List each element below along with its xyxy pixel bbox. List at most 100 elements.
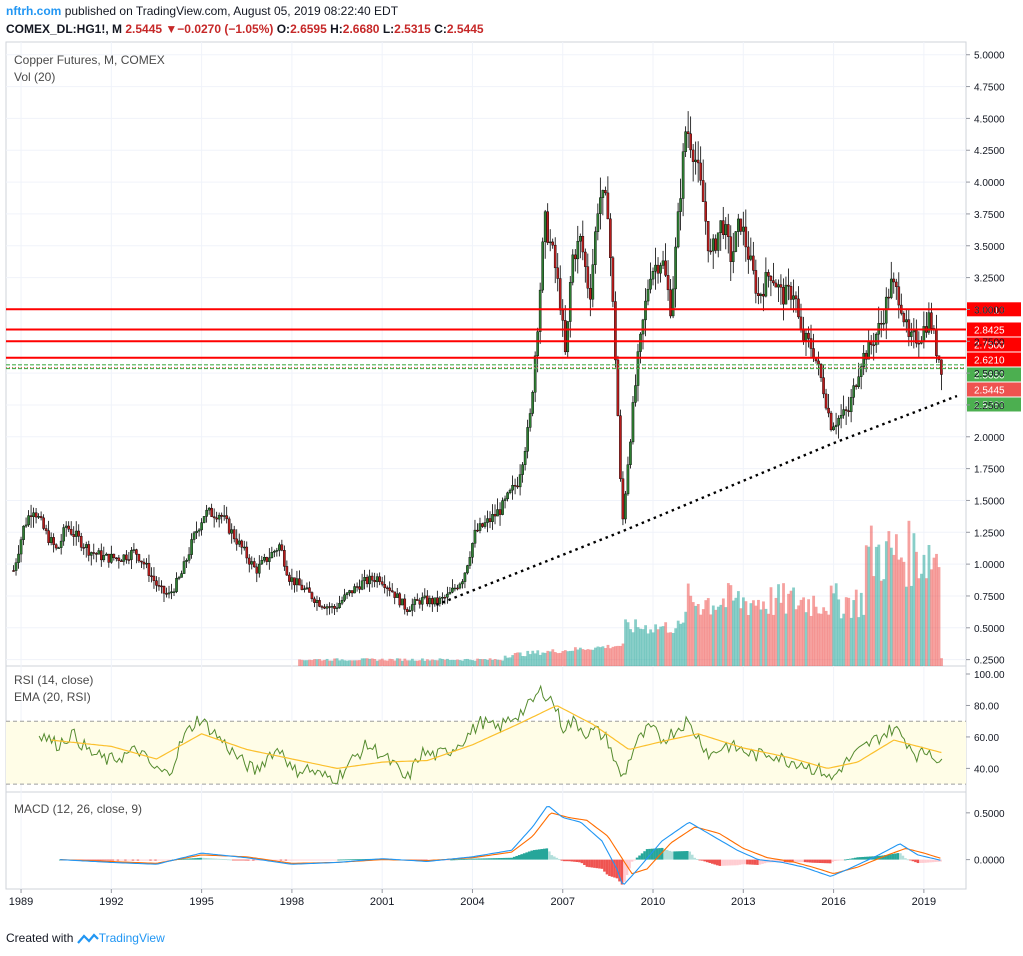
trendline[interactable] <box>435 394 958 606</box>
macd-histogram-bar <box>252 859 255 861</box>
macd-histogram-bar <box>603 859 606 872</box>
volume-bar <box>428 660 432 666</box>
candle-body <box>679 198 682 212</box>
candle-body <box>847 410 850 413</box>
macd-histogram-bar <box>843 859 847 861</box>
candle-body <box>300 584 304 590</box>
candle-body <box>501 500 504 515</box>
volume-bar <box>375 660 379 666</box>
macd-histogram-bar <box>625 859 629 876</box>
candle-body <box>165 593 168 595</box>
macd-histogram-bar <box>924 859 927 863</box>
dotted-trendline <box>435 394 958 606</box>
volume-bar <box>676 620 680 666</box>
macd-histogram-bar <box>793 859 797 863</box>
candle-body <box>787 284 790 287</box>
candle-body <box>160 585 163 588</box>
candle-body <box>626 464 630 495</box>
macd-histogram-bar <box>477 858 481 860</box>
macd-histogram-bar <box>909 859 912 861</box>
footer: Created with TradingView <box>6 931 165 945</box>
level-label-bg <box>967 367 1021 382</box>
candle-body <box>729 236 733 262</box>
time-tick-label: 2013 <box>731 896 755 908</box>
macd-histogram-bar <box>327 859 330 861</box>
chart-canvas[interactable]: 3.0010 2.8425 2.7500 2.6210 2.5650 2.5445 2.53… <box>0 40 1023 920</box>
price-tick-label: 3.0000 <box>974 305 1005 316</box>
volume-bar <box>832 593 836 666</box>
macd-histogram-bar <box>302 859 305 861</box>
macd-histogram-bar <box>688 851 692 860</box>
macd-histogram-bar <box>736 859 739 866</box>
volume-bar <box>747 614 750 666</box>
candle-body <box>44 528 48 531</box>
volume-bar <box>734 597 738 666</box>
candle-body <box>481 523 484 527</box>
candle-body <box>799 316 803 331</box>
candle-body <box>268 557 271 562</box>
macd-histogram-bar <box>705 859 709 863</box>
volume-bar <box>400 660 404 666</box>
candle-body <box>318 600 321 607</box>
volume-bar <box>616 645 620 666</box>
macd-histogram-bar <box>249 859 253 861</box>
volume-bar <box>624 619 627 666</box>
volume-bar <box>614 646 617 666</box>
candle-body <box>902 313 906 323</box>
macd-histogram-bar <box>525 852 529 860</box>
candle-body <box>604 190 607 194</box>
candle-body <box>423 595 427 598</box>
volume-bar <box>669 632 673 666</box>
macd-histogram-bar <box>314 859 318 861</box>
macd-histogram-bar <box>553 856 556 860</box>
candle-body <box>516 485 519 488</box>
macd-histogram-bar <box>711 859 714 864</box>
macd-histogram-bar <box>598 859 601 869</box>
macd-histogram-bar <box>337 859 340 861</box>
volume-bar <box>736 591 740 666</box>
candle-body <box>488 518 492 522</box>
macd-histogram-bar <box>731 859 734 866</box>
candle-body <box>330 606 334 608</box>
candle-body <box>278 544 281 551</box>
macd-histogram-bar <box>106 859 110 861</box>
volume-bar <box>925 578 928 666</box>
candle-body <box>493 514 497 517</box>
macd-histogram-bar <box>364 859 368 860</box>
macd-histogram-bar <box>332 859 335 861</box>
candle-body <box>308 587 311 593</box>
volume-bar <box>345 660 349 666</box>
volume-bar <box>330 660 334 666</box>
macd-histogram-bar <box>317 859 320 861</box>
volume-bar <box>897 559 901 666</box>
macd-histogram-bar <box>876 856 880 860</box>
volume-bar <box>468 659 472 666</box>
volume-bar <box>518 652 522 666</box>
candle-body <box>782 287 785 305</box>
candle-body <box>879 323 883 325</box>
macd-histogram-bar <box>232 859 235 861</box>
level-label: 2.6210 <box>974 355 1005 366</box>
volume-bar <box>491 659 495 666</box>
macd-histogram-bar <box>733 859 737 866</box>
macd-histogram-bar <box>492 858 496 860</box>
candle-body <box>190 539 193 555</box>
macd-histogram-bar <box>91 859 95 861</box>
tradingview-link[interactable]: TradingView <box>98 931 165 945</box>
macd-histogram-bar <box>874 856 877 860</box>
open-label: O: <box>276 22 291 36</box>
candle-body <box>127 559 131 561</box>
candle-body <box>112 553 116 559</box>
candle-body <box>463 572 467 582</box>
macd-histogram-bar <box>139 859 142 861</box>
macd-histogram-bar <box>497 858 501 860</box>
candle-body <box>305 587 309 589</box>
publisher-name[interactable]: nftrh.com <box>6 4 62 18</box>
macd-histogram-bar <box>247 859 250 861</box>
candle-body <box>503 498 507 501</box>
candle-body <box>215 517 218 520</box>
macd-histogram-bar <box>114 859 117 861</box>
volume-bar <box>812 595 816 666</box>
candle-body <box>433 597 437 605</box>
macd-histogram-bar <box>746 859 749 865</box>
